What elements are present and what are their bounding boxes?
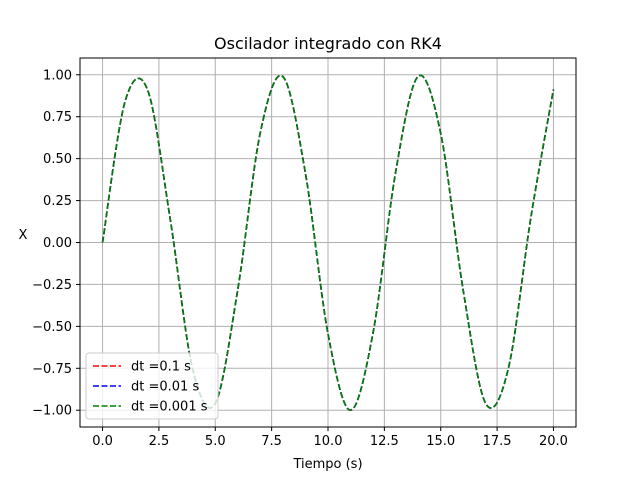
y-tick-label: 0.00 — [43, 236, 72, 251]
y-tick-label: 0.25 — [43, 194, 72, 209]
y-axis-label: X — [19, 228, 28, 243]
y-tick-label: −0.25 — [32, 278, 72, 293]
ticks: 0.0 2.5 5.0 7.5 10.0 12.5 15.0 17.5 20.0 −1.00 −0.… — [32, 68, 568, 449]
legend-label: dt =0.001 s — [131, 400, 208, 415]
x-axis-label: Tiempo (s) — [292, 457, 362, 472]
x-tick-label: 12.5 — [370, 434, 399, 449]
x-tick-label: 20.0 — [539, 434, 568, 449]
x-tick-label: 7.5 — [261, 434, 282, 449]
x-tick-label: 17.5 — [483, 434, 512, 449]
chart-title: Oscilador integrado con RK4 — [214, 34, 442, 53]
x-tick-label: 2.5 — [149, 434, 170, 449]
y-tick-label: 0.50 — [43, 152, 72, 167]
grid — [80, 58, 576, 427]
legend: dt =0.1 s dt =0.01 s dt =0.001 s — [85, 352, 219, 420]
x-tick-label: 15.0 — [426, 434, 455, 449]
series-layer — [101, 74, 555, 412]
x-tick-label: 5.0 — [205, 434, 226, 449]
y-tick-label: 0.75 — [43, 110, 72, 125]
y-tick-label: −0.75 — [32, 362, 72, 377]
y-tick-label: −0.50 — [32, 320, 72, 335]
legend-label: dt =0.1 s — [131, 360, 191, 375]
y-tick-label: −1.00 — [32, 404, 72, 419]
x-tick-label: 0.0 — [92, 434, 113, 449]
legend-label: dt =0.01 s — [131, 380, 199, 395]
series-line-3 — [101, 74, 555, 412]
y-tick-label: 1.00 — [43, 68, 72, 83]
legend-box — [85, 352, 219, 420]
x-tick-label: 10.0 — [314, 434, 343, 449]
